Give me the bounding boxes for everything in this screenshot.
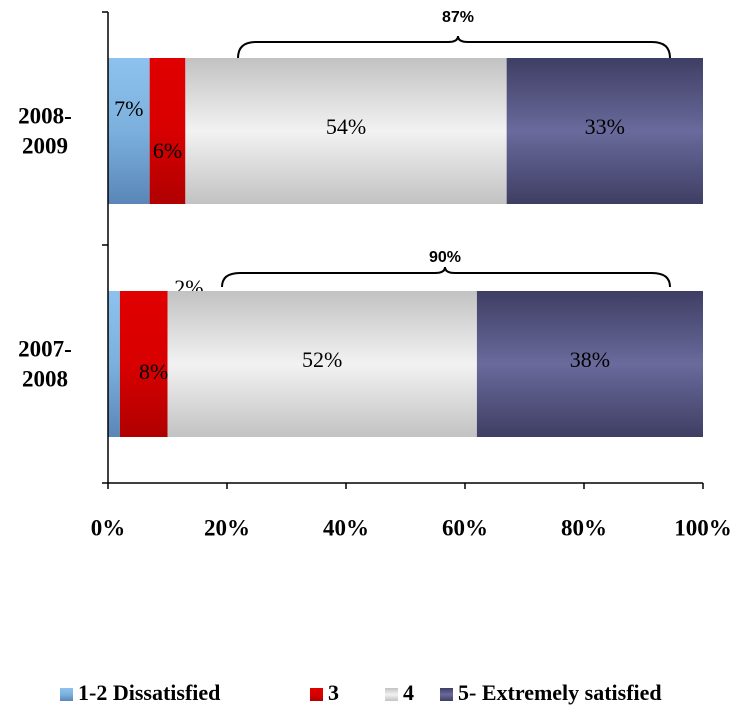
legend-label: 1-2 Dissatisfied <box>78 680 220 705</box>
bar-segment-2007-2008-series-1 <box>108 291 120 437</box>
legend-swatch <box>440 688 453 701</box>
bar-segment-2008-2009-series-3 <box>185 58 507 204</box>
y-tick-label-line-1: 2007- <box>18 336 72 361</box>
x-tick-label: 20% <box>204 515 250 540</box>
legend-swatch <box>310 688 323 701</box>
data-label: 7% <box>114 96 143 121</box>
brace-annotation-label: 87% <box>442 9 474 26</box>
brace-annotation <box>221 266 671 288</box>
x-tick-label: 60% <box>442 515 488 540</box>
x-tick-label: 40% <box>323 515 369 540</box>
brace-annotation <box>237 35 671 59</box>
y-tick-label-line-2: 2009 <box>22 133 68 158</box>
x-tick-label: 100% <box>674 515 732 540</box>
legend-label: 4 <box>403 680 414 705</box>
bar-segment-2008-2009-series-4 <box>506 58 703 204</box>
legend-swatch <box>60 688 73 701</box>
legend-label: 5- Extremely satisfied <box>458 680 662 705</box>
bar-segment-2008-2009-series-1 <box>108 58 150 204</box>
y-tick-label-line-1: 2008- <box>18 103 72 128</box>
data-label: 52% <box>302 347 342 372</box>
x-tick-label: 80% <box>561 515 607 540</box>
legend-swatch <box>385 688 398 701</box>
x-tick-label: 0% <box>91 515 126 540</box>
bar-segment-2007-2008-series-4 <box>476 291 703 437</box>
legend-label: 3 <box>328 680 339 705</box>
data-label: 38% <box>570 347 610 372</box>
bar-segment-2007-2008-series-2 <box>119 291 168 437</box>
data-label: 54% <box>326 114 366 139</box>
data-label: 6% <box>153 138 182 163</box>
bar-segment-2008-2009-series-2 <box>149 58 186 204</box>
data-label: 33% <box>585 114 625 139</box>
bar-segment-2007-2008-series-3 <box>167 291 477 437</box>
brace-annotation-label: 90% <box>429 249 461 266</box>
data-label: 8% <box>139 359 168 384</box>
y-tick-label-line-2: 2008 <box>22 366 68 391</box>
